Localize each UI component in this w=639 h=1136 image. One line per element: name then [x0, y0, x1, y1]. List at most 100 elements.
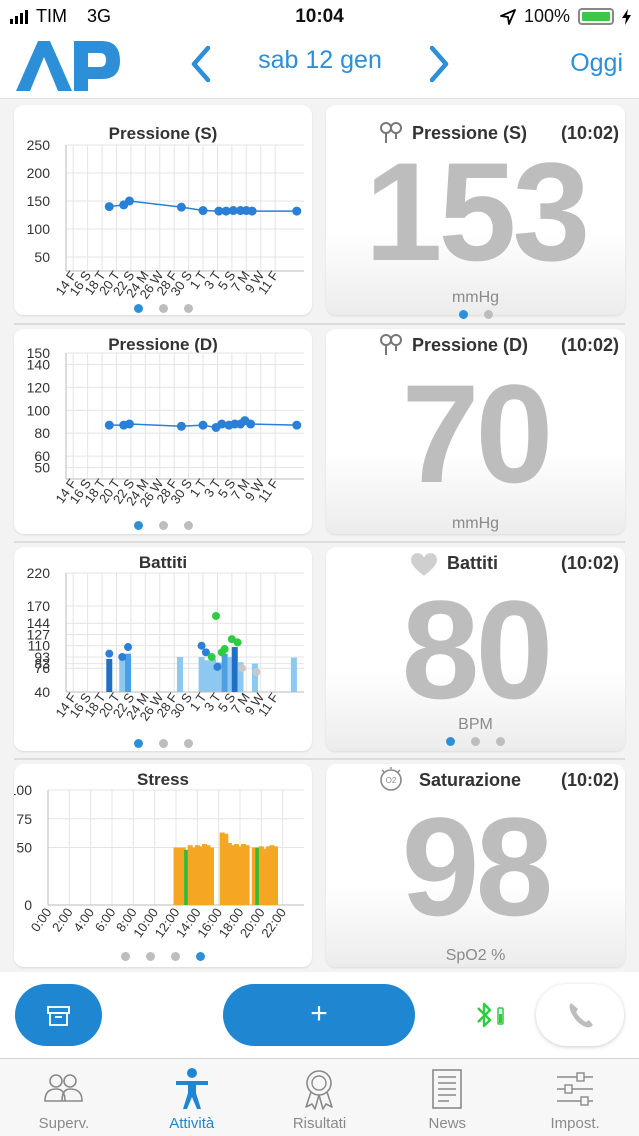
heart-rate-bar: [227, 656, 234, 692]
page-dot[interactable]: [446, 737, 455, 746]
tab-label: Impost.: [550, 1115, 600, 1132]
page-dot[interactable]: [158, 521, 168, 530]
systolic-chart-card[interactable]: Pressione (S) 50 100 150 200 250 14 F 16 S 18 T…: [14, 105, 312, 315]
chart-page-dots[interactable]: [14, 739, 312, 748]
x-tick-label: 6:00: [92, 905, 119, 934]
stress-bar: [177, 847, 183, 905]
data-point: [214, 206, 224, 216]
location-arrow-icon: [500, 8, 516, 25]
heart-rate-bar: [237, 662, 244, 692]
stress-chart-card[interactable]: Stress 050751000:002:004:006:008:0010:00…: [14, 764, 312, 967]
data-point: [246, 419, 256, 429]
network-type: 3G: [87, 6, 112, 26]
value-label: Saturazione: [419, 770, 522, 790]
tab-activity[interactable]: Attività: [128, 1059, 256, 1136]
y-tick-label: 60: [34, 448, 50, 464]
value-time: (10:02): [560, 553, 619, 573]
page-dot[interactable]: [146, 952, 155, 961]
carrier-name: TIM: [36, 6, 67, 26]
heart-rate-point: [105, 649, 114, 658]
page-dot[interactable]: [158, 304, 168, 313]
page-dot[interactable]: [133, 304, 143, 313]
chart-page-dots[interactable]: [14, 304, 312, 313]
heart-rate-bar: [106, 658, 113, 692]
row-divider: [14, 323, 625, 325]
diastolic-value-card[interactable]: Pressione (D) (10:02) 70 mmHg: [326, 329, 625, 534]
stress-bar: [233, 844, 239, 905]
tab-label: Superv.: [38, 1115, 90, 1132]
value-page-dots[interactable]: [326, 737, 625, 746]
stress-bar: [251, 847, 257, 905]
saturation-value-card[interactable]: O2 Saturazione (10:02) 98 SpO2 %: [326, 764, 625, 967]
value-number: 153: [364, 133, 591, 290]
tab-news[interactable]: News: [383, 1059, 511, 1136]
tab-supervisors[interactable]: Superv.: [0, 1059, 128, 1136]
page-dot[interactable]: [183, 521, 193, 530]
heart-rate-bar: [125, 653, 132, 692]
value-unit: BPM: [458, 716, 493, 733]
stress-bar: [191, 847, 197, 905]
heartrate-value-card[interactable]: Battiti (10:02) 80 BPM: [326, 547, 625, 751]
chart-title: Battiti: [138, 553, 188, 572]
data-point: [104, 420, 114, 430]
tab-label: Risultati: [292, 1115, 347, 1132]
page-dot[interactable]: [458, 310, 468, 319]
tab-settings[interactable]: Impost.: [511, 1059, 639, 1136]
news-icon: [432, 1069, 463, 1109]
settings-sliders-icon: [557, 1072, 594, 1106]
y-tick-label: 83: [34, 656, 50, 672]
svg-text:O2: O2: [386, 776, 397, 785]
page-dot[interactable]: [471, 737, 480, 746]
page-dot[interactable]: [171, 952, 180, 961]
systolic-value-card[interactable]: Pressione (S) (10:02) 153 mmHg: [326, 105, 625, 319]
value-number: 98: [401, 788, 554, 945]
page-dot[interactable]: [196, 952, 205, 961]
page-dot[interactable]: [121, 952, 130, 961]
call-button[interactable]: [536, 984, 624, 1046]
heart-rate-point: [213, 662, 222, 671]
y-tick-label: 140: [27, 356, 51, 372]
stress-bar: [241, 844, 247, 905]
page-dot[interactable]: [183, 304, 193, 313]
heart-rate-bar: [198, 656, 205, 692]
add-measurement-button[interactable]: +: [223, 984, 415, 1046]
chart-page-dots[interactable]: [14, 521, 312, 530]
chart-page-dots[interactable]: [14, 952, 312, 961]
bluetooth-status-button[interactable]: [454, 984, 516, 1046]
data-point: [217, 419, 227, 429]
y-tick-label: 127: [27, 626, 51, 642]
battery-icon: [578, 8, 614, 25]
status-time: 10:04: [295, 6, 344, 27]
archive-button[interactable]: [15, 984, 102, 1046]
page-dot[interactable]: [483, 310, 493, 319]
heart-rate-point: [124, 643, 133, 652]
diastolic-chart-card[interactable]: Pressione (D) 50 60 80 100 120 140 150 14 F 16 S…: [14, 329, 312, 534]
phone-icon: [569, 1003, 593, 1028]
x-tick-label: 4:00: [70, 905, 97, 934]
activity-icon: [175, 1068, 208, 1109]
value-label: Pressione (D): [412, 335, 529, 355]
dashboard-content: Pressione (S) 50 100 150 200 250 14 F 16 S 18 T…: [0, 98, 639, 972]
stress-bar: [269, 845, 275, 905]
next-day-button[interactable]: [424, 42, 454, 86]
data-point: [247, 206, 257, 216]
heart-rate-bar: [290, 657, 297, 692]
previous-day-button[interactable]: [186, 42, 216, 86]
current-date[interactable]: sab 12 gen: [258, 46, 382, 74]
data-point: [104, 202, 114, 212]
page-dot[interactable]: [158, 739, 168, 748]
tab-results[interactable]: Risultati: [256, 1059, 384, 1136]
stress-bar: [223, 833, 229, 905]
page-dot[interactable]: [133, 521, 143, 530]
today-button[interactable]: Oggi: [570, 49, 623, 77]
y-tick-label: 76: [34, 660, 50, 676]
page-dot[interactable]: [133, 739, 143, 748]
value-page-dots[interactable]: [326, 310, 625, 319]
heart-rate-point: [237, 664, 246, 673]
page-dot[interactable]: [496, 737, 505, 746]
value-unit: mmHg: [451, 289, 500, 306]
page-dot[interactable]: [183, 739, 193, 748]
